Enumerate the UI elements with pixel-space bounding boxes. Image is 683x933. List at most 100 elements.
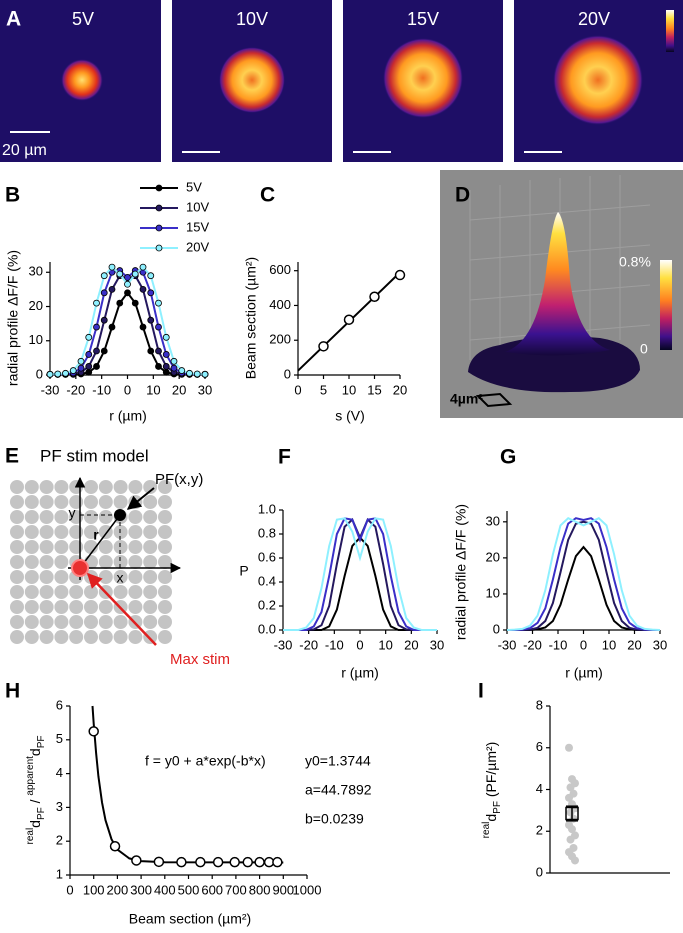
x-axis-label: r (µm): [109, 408, 147, 424]
x-tick-label: -30: [498, 637, 517, 652]
scale-square: [475, 392, 513, 408]
data-point: [147, 289, 155, 297]
x-tick-label: 100: [83, 882, 105, 897]
y-tick-label: 2: [56, 833, 63, 848]
pf-circle: [143, 555, 158, 569]
data-point: [116, 299, 124, 307]
pf-circle: [143, 480, 158, 494]
pf-circle: [113, 525, 128, 539]
surface-peak: [505, 212, 610, 356]
data-point: [565, 743, 573, 752]
pf-circle: [98, 540, 113, 554]
x-tick-label: 30: [198, 382, 212, 397]
panel-d: D 0.8% 0 4µm²: [440, 170, 683, 418]
pf-circle: [54, 630, 69, 644]
pf-circle: [39, 495, 54, 509]
data-point: [565, 793, 573, 802]
panel-letter: A: [6, 8, 21, 31]
pf-circle: [128, 480, 143, 494]
panel-letter: E: [5, 445, 19, 468]
data-point: [108, 263, 116, 271]
data-point: [201, 370, 209, 378]
pf-circle: [39, 600, 54, 614]
pf-circle: [69, 585, 84, 599]
data-point: [229, 856, 240, 868]
pf-circle: [54, 600, 69, 614]
data-point: [343, 314, 355, 325]
x-tick-label: 400: [154, 882, 176, 897]
data-point: [162, 351, 170, 358]
pf-circle: [128, 555, 143, 569]
pf-circle: [113, 570, 128, 584]
data-point: [100, 289, 108, 297]
x-tick-label: 20: [172, 382, 186, 397]
data-point: [147, 272, 155, 280]
label-part: d: [27, 820, 43, 828]
x-tick-label: 10: [342, 382, 356, 397]
pf-circle: [143, 540, 158, 554]
y-tick-label: 0: [284, 366, 291, 381]
axis-name: y: [69, 505, 76, 521]
pf-circle: [84, 510, 98, 524]
x-tick-label: -20: [66, 382, 85, 397]
stim-arrow: [86, 572, 157, 646]
x-tick-label: 30: [430, 637, 444, 652]
pf-circle: [113, 615, 128, 629]
label-part: /: [27, 796, 43, 808]
spot: [219, 47, 285, 113]
x-tick-label: -30: [41, 382, 60, 397]
colorbar: [660, 260, 672, 350]
label-part: real: [25, 828, 36, 845]
spot: [553, 35, 643, 125]
pf-circle: [84, 525, 98, 539]
pf-circle: [98, 615, 113, 629]
data-point: [568, 825, 576, 834]
y-tick-label: 0.0: [258, 621, 276, 636]
pf-circle: [128, 510, 143, 524]
data-point: [186, 369, 193, 377]
y-tick-label: 0.4: [258, 573, 276, 588]
pf-circle: [24, 480, 39, 494]
pf-circle: [10, 555, 24, 569]
legend-marker: [155, 224, 163, 232]
pf-circle: [39, 570, 54, 584]
x-axis-label: s (V): [335, 408, 365, 424]
pf-circle: [24, 630, 39, 644]
colorbar-label: 0.8%: [619, 254, 651, 270]
pf-circle: [69, 630, 84, 644]
pf-circle: [10, 510, 24, 524]
annotation: y0=1.3744: [305, 753, 371, 769]
data-point: [100, 347, 108, 355]
data-point: [109, 841, 121, 852]
pf-circle: [98, 510, 113, 524]
pf-circle: [128, 600, 143, 614]
data-point: [100, 316, 108, 324]
pf-circle: [10, 525, 24, 539]
pf-circle: [10, 630, 24, 644]
x-tick-label: 300: [130, 882, 152, 897]
pf-circle: [158, 495, 172, 509]
x-tick-label: 10: [602, 637, 616, 652]
x-tick-label: 0: [580, 637, 587, 652]
y-tick-label: 0: [493, 621, 500, 636]
x-tick-label: 0: [294, 382, 301, 397]
panel-e: E PF stim model: [5, 445, 172, 644]
y-tick-label: 0.6: [258, 549, 276, 564]
pf-circle: [10, 570, 24, 584]
legend-label: 10V: [186, 199, 209, 214]
r-vector: [79, 514, 121, 569]
pf-arrow: [126, 487, 155, 510]
pf-circle: [158, 600, 172, 614]
data-point: [85, 368, 93, 376]
pf-point: [114, 509, 126, 521]
y-tick-label: 30: [29, 264, 43, 279]
data-point: [139, 263, 147, 271]
x-tick-label: 700: [225, 882, 247, 897]
pf-circle: [158, 555, 172, 569]
y-tick-label: 10: [486, 585, 500, 600]
pf-circle: [158, 585, 172, 599]
data-point: [155, 323, 162, 331]
data-point: [242, 856, 253, 868]
mean-marker: [565, 806, 579, 821]
pf-circle: [158, 615, 172, 629]
